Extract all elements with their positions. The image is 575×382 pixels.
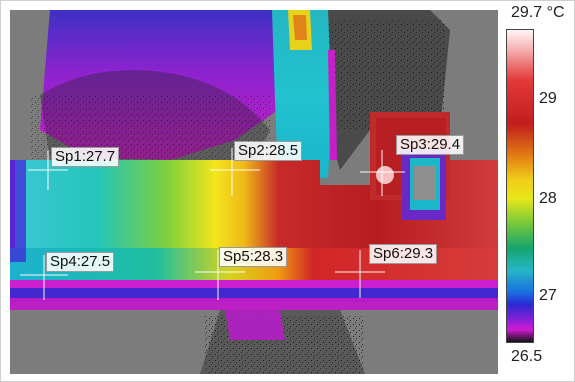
thermal-scene <box>10 10 498 374</box>
spot-label-sp6: Sp6:29.3 <box>369 244 438 264</box>
spot-label-sp3: Sp3:29.4 <box>396 135 465 155</box>
colorbar-tick-29: 29 <box>539 90 557 107</box>
colorbar-tick-27: 27 <box>539 287 557 304</box>
thermal-image: Sp1:27.7 Sp2:28.5 Sp3:29.4 Sp4:27.5 Sp5:… <box>10 10 498 374</box>
colorbar-tick-28: 28 <box>539 190 557 207</box>
spot-label-sp2: Sp2:28.5 <box>234 141 303 161</box>
spot-label-sp1: Sp1:27.7 <box>51 147 120 167</box>
spot-crosshairs <box>20 148 405 300</box>
colorbar-max-label: 29.7 °C <box>511 4 565 21</box>
colorbar <box>506 29 534 343</box>
spot-label-sp4: Sp4:27.5 <box>46 252 115 272</box>
colorbar-gradient <box>506 29 534 343</box>
colorbar-min-label: 26.5 <box>511 348 543 365</box>
spot-label-sp5: Sp5:28.3 <box>219 247 288 267</box>
